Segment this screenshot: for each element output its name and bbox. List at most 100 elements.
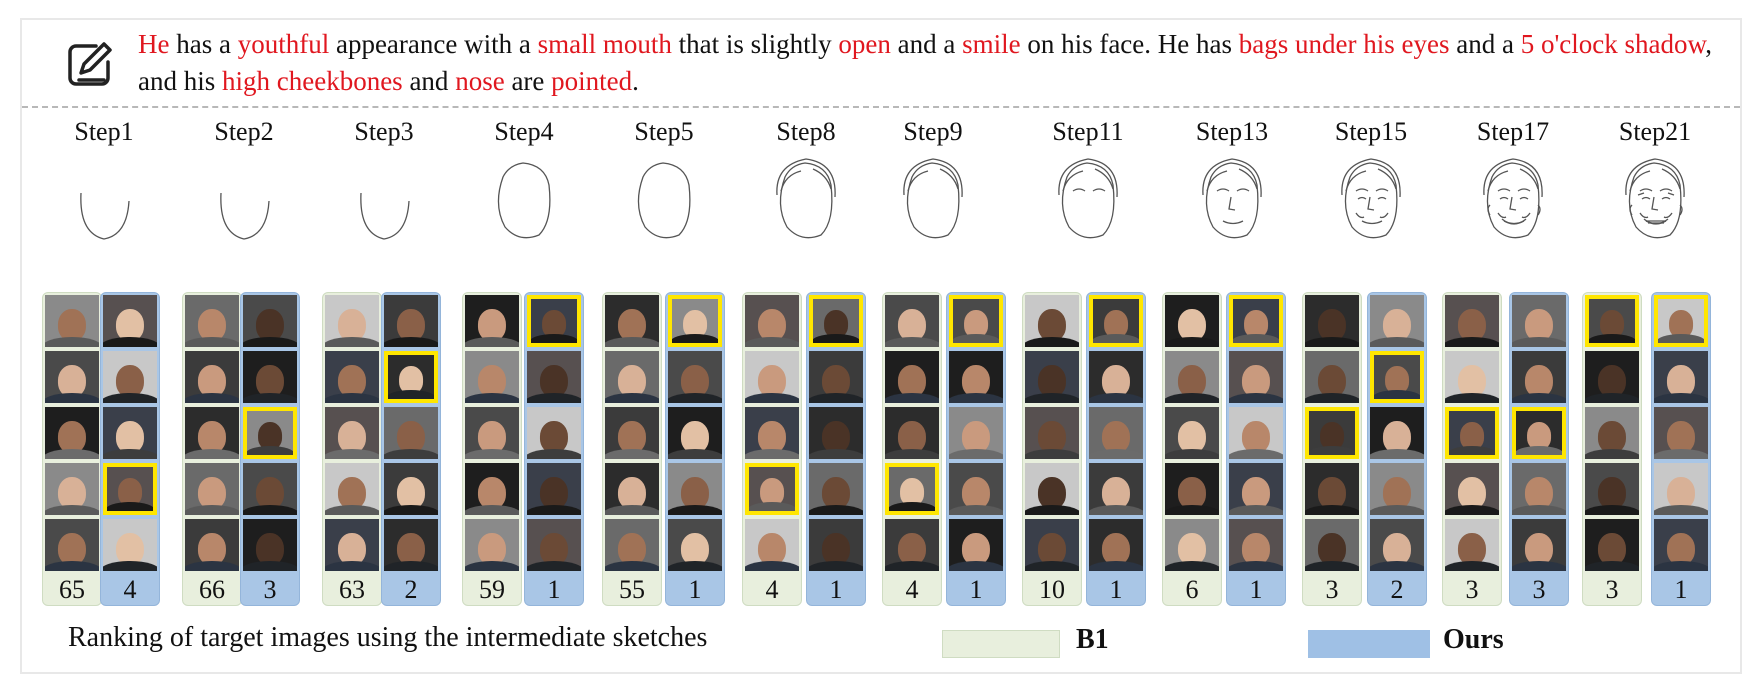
intermediate-sketch: [339, 155, 429, 250]
b1-rank-value: 55: [619, 575, 645, 604]
text-description: He has a youthful appearance with a smal…: [138, 26, 1728, 100]
step-label: Step15: [1334, 117, 1408, 146]
highlighted-phrase: He: [138, 29, 170, 59]
highlighted-phrase: open: [838, 29, 891, 59]
face-thumbnail: [103, 351, 157, 403]
highlighted-phrase: youthful: [237, 29, 330, 59]
face-thumbnail: [1654, 407, 1708, 459]
face-thumbnail: [809, 463, 863, 515]
b1-ranking-column: 6: [1162, 292, 1222, 606]
step-ranking-group: 10 1: [0, 292, 1146, 606]
face-thumbnail: [527, 519, 581, 571]
face-thumbnail: [1512, 295, 1566, 347]
face-thumbnail: [243, 519, 297, 571]
face-thumbnail: [384, 519, 438, 571]
face-thumbnail: [1654, 351, 1708, 403]
step-label: Step5: [634, 117, 694, 146]
intermediate-sketch: [1187, 155, 1277, 250]
face-thumbnail: [1025, 463, 1079, 515]
face-thumbnail: [527, 351, 581, 403]
face-thumbnail: [1370, 463, 1424, 515]
face-thumbnail: [745, 519, 799, 571]
step-ranking-group: 59 1: [0, 292, 584, 606]
face-thumbnail: [949, 519, 1003, 571]
description-text: , and his: [138, 29, 1713, 96]
legend-swatch-ours: [1308, 630, 1430, 658]
face-thumbnail: [1445, 351, 1499, 403]
face-thumbnail: [465, 351, 519, 403]
ours-rank-value: 2: [1390, 575, 1404, 604]
face-thumbnail: [1512, 463, 1566, 515]
face-thumbnail: [809, 351, 863, 403]
face-thumbnail: [668, 407, 722, 459]
face-thumbnail: [325, 407, 379, 459]
ours-rank-value: 1: [1249, 575, 1263, 604]
ours-ranking-column: 1: [665, 292, 725, 606]
face-thumbnail: [1305, 295, 1359, 347]
intermediate-sketch: [199, 155, 289, 250]
target-face-thumbnail: [745, 463, 799, 515]
face-thumbnail: [185, 351, 239, 403]
b1-rank-value: 66: [199, 575, 225, 604]
b1-rank-value: 10: [1039, 575, 1065, 604]
face-thumbnail: [949, 351, 1003, 403]
ours-rank-value: 1: [547, 575, 561, 604]
b1-ranking-column: 3: [1442, 292, 1502, 606]
face-thumbnail: [1089, 519, 1143, 571]
face-thumbnail: [325, 463, 379, 515]
b1-rank-value: 63: [339, 575, 365, 604]
face-thumbnail: [185, 463, 239, 515]
intermediate-sketch: [761, 155, 851, 250]
face-thumbnail: [949, 407, 1003, 459]
face-thumbnail: [1025, 351, 1079, 403]
face-thumbnail: [605, 463, 659, 515]
step-label: Step9: [903, 117, 963, 146]
step-ranking-group: 55 1: [0, 292, 725, 606]
b1-rank-value: 59: [479, 575, 505, 604]
face-thumbnail: [1165, 351, 1219, 403]
face-thumbnail: [1089, 407, 1143, 459]
face-thumbnail: [745, 407, 799, 459]
highlighted-phrase: 5 o'clock shadow: [1520, 29, 1706, 59]
face-thumbnail: [1165, 463, 1219, 515]
ours-ranking-column: 1: [1651, 292, 1711, 606]
figure-frame: [20, 18, 1742, 674]
face-thumbnail: [1585, 407, 1639, 459]
target-face-thumbnail: [1089, 295, 1143, 347]
face-thumbnail: [885, 407, 939, 459]
intermediate-sketch: [619, 155, 709, 250]
face-thumbnail: [885, 295, 939, 347]
face-thumbnail: [1512, 351, 1566, 403]
face-thumbnail: [384, 463, 438, 515]
description-text: has a: [169, 29, 238, 59]
target-face-thumbnail: [1370, 351, 1424, 403]
face-thumbnail: [384, 295, 438, 347]
step-label: Step1: [74, 117, 134, 146]
face-thumbnail: [185, 519, 239, 571]
face-thumbnail: [1585, 463, 1639, 515]
intermediate-sketch: [1610, 155, 1700, 250]
target-face-thumbnail: [1229, 295, 1283, 347]
intermediate-sketch: [888, 155, 978, 250]
face-thumbnail: [605, 351, 659, 403]
sketch-drawing: [1058, 158, 1118, 239]
face-thumbnail: [465, 519, 519, 571]
ours-rank-value: 1: [688, 575, 702, 604]
face-thumbnail: [605, 295, 659, 347]
description-text: that is slightly: [671, 29, 839, 59]
target-face-thumbnail: [885, 463, 939, 515]
face-thumbnail: [527, 407, 581, 459]
sketch-drawing: [80, 192, 130, 240]
ours-rank-value: 3: [1532, 575, 1546, 604]
b1-ranking-column: 3: [1582, 292, 1642, 606]
target-face-thumbnail: [103, 463, 157, 515]
face-thumbnail: [668, 519, 722, 571]
b1-ranking-column: 66: [182, 292, 242, 606]
face-thumbnail: [325, 351, 379, 403]
target-face-thumbnail: [1654, 295, 1708, 347]
face-thumbnail: [745, 351, 799, 403]
face-thumbnail: [1229, 351, 1283, 403]
b1-rank-value: 3: [1325, 575, 1339, 604]
face-thumbnail: [809, 407, 863, 459]
